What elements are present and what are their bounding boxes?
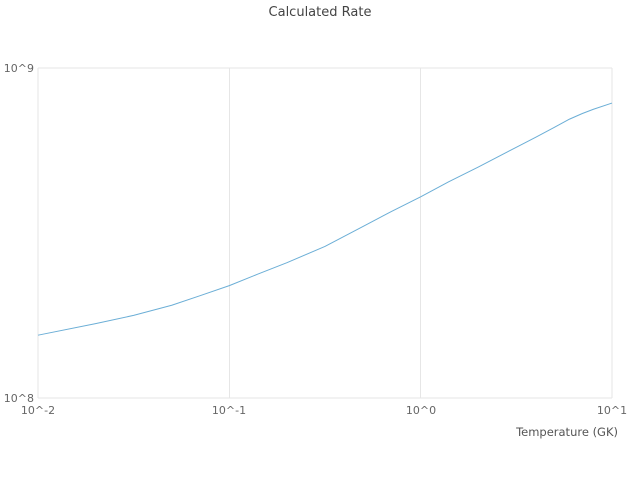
y-tick-label-1e8: 10^8 [4, 392, 34, 405]
x-axis-title: Temperature (GK) [515, 425, 618, 439]
calculated-rate-curve [37, 102, 613, 336]
x-tick-label-1e-1: 10^-1 [212, 404, 246, 417]
gridlines [37, 67, 613, 399]
y-tick-label-1e9: 10^9 [4, 62, 34, 75]
x-tick-label-1e1: 10^1 [597, 404, 627, 417]
x-tick-label-1e0: 10^0 [406, 404, 436, 417]
chart-title: Calculated Rate [269, 5, 372, 20]
x-tick-label-1e-2: 10^-2 [21, 404, 55, 417]
